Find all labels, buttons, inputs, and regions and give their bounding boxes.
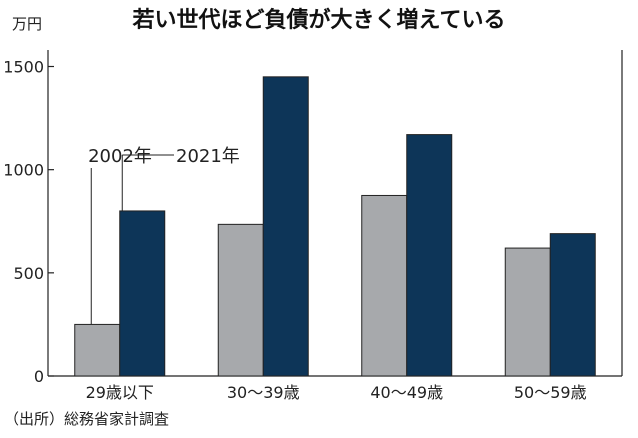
legend-label-series1: 2002年 (88, 146, 152, 167)
plot-area: 0 500 1000 1500 29歳以下 30〜39歳 40〜49歳 50〜59歳 2002年… (3, 50, 623, 402)
x-tick-label: 30〜39歳 (227, 383, 300, 402)
legend-label-series2: 2021年 (176, 146, 240, 167)
bar-series1 (361, 194, 408, 377)
bar-series2 (262, 76, 309, 377)
bar-series1 (74, 323, 121, 377)
y-tick-label: 500 (13, 264, 44, 283)
bar-series1 (217, 223, 264, 377)
x-tick-label: 40〜49歳 (370, 383, 443, 402)
bar-series2 (406, 134, 453, 377)
bar-series2 (119, 210, 166, 377)
chart-title: 若い世代ほど負債が大きく増えている (133, 7, 506, 33)
bar-series2 (549, 233, 596, 377)
y-tick-label: 0 (34, 367, 44, 386)
y-tick-label: 1500 (3, 58, 44, 77)
x-tick-label: 29歳以下 (86, 383, 154, 402)
y-tick-label: 1000 (3, 161, 44, 180)
x-tick-label: 50〜59歳 (514, 383, 587, 402)
bar-series1 (504, 247, 551, 377)
source-note: （出所）総務省家計調査 (4, 410, 169, 428)
y-axis-unit-label: 万円 (12, 15, 42, 33)
